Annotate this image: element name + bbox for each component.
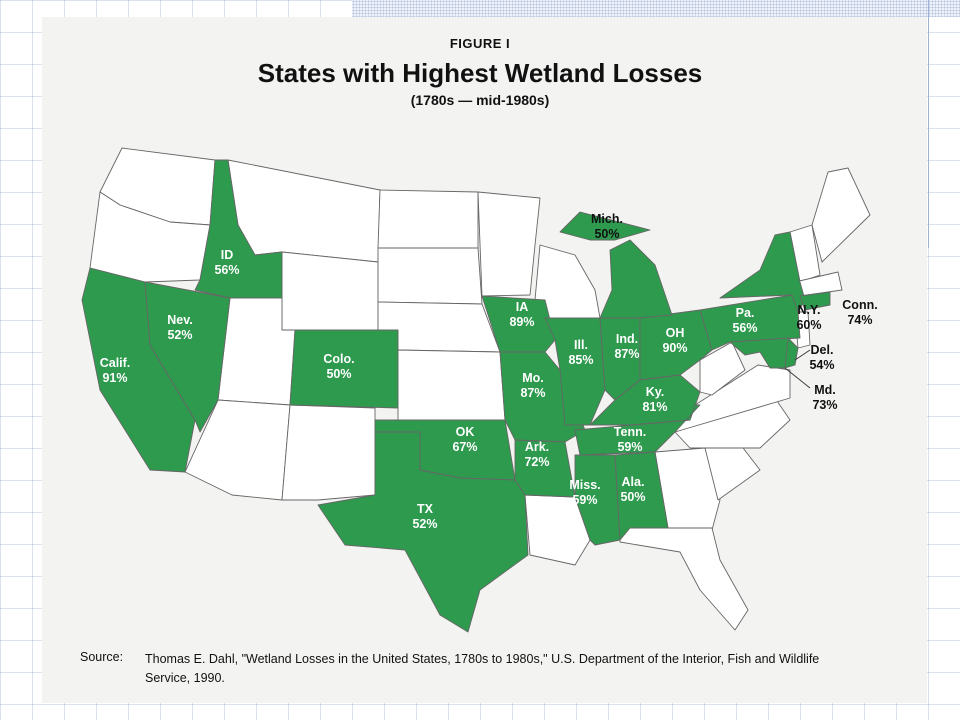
label-calif: Calif. 91% [99,356,131,385]
label-tx: TX 52% [412,502,438,531]
state-michigan [599,239,673,319]
label-mich: Mich. 50% [591,212,623,241]
state-maine [811,167,871,263]
state-iowa [481,295,556,353]
slide-side-rule [928,0,929,248]
label-nev: Nev. 52% [167,313,193,342]
figure-title: States with Highest Wetland Losses [257,58,703,88]
label-ky: Ky. 81% [642,385,668,414]
label-ny: N.Y. 60% [796,303,822,332]
label-colo: Colo. 50% [323,352,355,381]
state-new-mexico [281,404,376,501]
label-ark: Ark. 72% [524,440,550,469]
label-conn: Conn. 74% [842,298,878,327]
state-delaware [784,337,799,369]
leader-line-md [784,367,811,389]
label-pa: Pa. 56% [732,306,758,335]
figure-number: FIGURE I [449,36,511,51]
figure-subtitle: (1780s — mid-1980s) [410,92,550,108]
state-north-dakota [377,189,479,249]
state-west-virginia [699,341,746,396]
state-kansas [397,349,506,421]
state-texas [317,431,529,633]
state-idaho [194,159,283,299]
label-miss: Miss. 59% [569,478,601,507]
state-new-york [719,231,806,313]
slide-top-band [352,0,960,17]
state-maryland [729,337,791,369]
state-alabama [614,451,669,541]
state-florida [619,527,749,631]
source-label: Source: [80,650,124,664]
label-ill: Ill. 85% [568,338,594,367]
label-ala: Ala. 50% [620,475,646,504]
label-del: Del. 54% [809,343,835,372]
label-md: Md. 73% [812,383,838,412]
state-arkansas [514,439,576,498]
label-mo: Mo. 87% [520,371,546,400]
state-south-dakota [377,247,483,305]
state-wyoming [281,251,379,331]
label-ok: OK 67% [452,425,478,454]
state-tennessee [574,404,701,456]
state-michigan-upper [559,211,651,241]
state-colorado [289,329,399,409]
label-tenn: Tenn. 59% [613,425,647,454]
label-oh: OH 90% [662,326,688,355]
state-missouri [499,351,586,443]
label-ind: Ind. 87% [614,332,640,361]
state-connecticut [799,291,831,311]
state-minnesota [477,191,541,297]
label-id: ID 56% [214,248,240,277]
source-citation: Thomas E. Dahl, "Wetland Losses in the U… [145,652,820,685]
leader-line-del [794,349,811,361]
label-ia: IA 89% [509,300,535,329]
state-arizona [184,399,291,501]
